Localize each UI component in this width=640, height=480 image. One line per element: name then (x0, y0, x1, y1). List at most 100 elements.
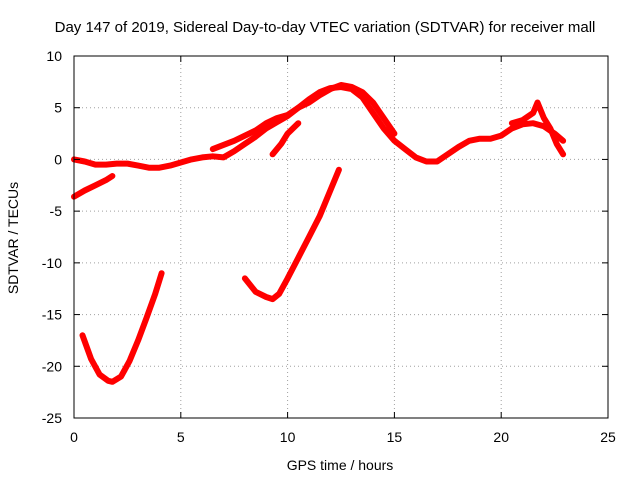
series-secondary-track (209, 82, 398, 153)
y-tick-label: -20 (42, 358, 62, 374)
data-point (210, 153, 216, 159)
data-point (509, 120, 515, 126)
data-point (159, 270, 165, 276)
data-point (370, 110, 376, 116)
data-point (109, 173, 115, 179)
data-point (391, 138, 397, 144)
data-point (124, 161, 130, 167)
y-tick-label: -10 (42, 255, 62, 271)
data-point (509, 125, 515, 131)
data-point (152, 291, 158, 297)
data-point (270, 151, 276, 157)
data-point (118, 374, 124, 380)
data-point (338, 82, 344, 88)
data-point (253, 134, 259, 140)
data-point (103, 162, 109, 168)
data-point (327, 188, 333, 193)
data-point (554, 141, 560, 147)
series-layer (71, 82, 567, 385)
data-point (466, 138, 472, 144)
data-point (285, 131, 291, 137)
data-point (231, 138, 237, 144)
data-point (82, 159, 88, 164)
data-point (189, 156, 194, 162)
y-tick-label: -25 (42, 410, 62, 426)
x-tick-label: 15 (387, 429, 403, 445)
data-point (285, 112, 291, 118)
series-mid-cluster (269, 120, 302, 158)
data-point (381, 125, 387, 131)
data-point (306, 234, 312, 240)
data-point (327, 86, 333, 92)
data-point (199, 154, 205, 160)
y-tick-label: 5 (54, 100, 62, 116)
data-point (530, 120, 536, 126)
data-point (210, 146, 216, 152)
data-point (80, 332, 85, 338)
data-point (242, 275, 248, 281)
x-tick-label: 20 (493, 429, 509, 445)
data-point (263, 120, 269, 126)
data-point (530, 110, 536, 116)
data-point (381, 115, 387, 121)
data-point (167, 163, 173, 169)
data-point (221, 154, 226, 160)
x-axis-label: GPS time / hours (287, 457, 394, 473)
data-point (97, 372, 103, 378)
x-tick-label: 0 (70, 429, 78, 445)
tick-layer: 0 5 10 15 20 25 -25 -20 -15 -10 -5 0 5 10 (42, 48, 616, 445)
data-point (295, 120, 301, 126)
series-dip-left (79, 270, 165, 385)
plot-frame (73, 55, 609, 419)
data-point (547, 125, 553, 131)
y-axis-label: SDTVAR / TECUs (5, 182, 21, 294)
data-point (270, 296, 276, 302)
data-point (92, 162, 98, 168)
series-dip-right (241, 166, 342, 303)
data-point (82, 188, 88, 193)
data-point (498, 133, 504, 139)
data-point (156, 165, 162, 171)
data-point (445, 151, 451, 157)
data-point (488, 136, 493, 142)
data-point (306, 100, 312, 105)
data-point (274, 115, 280, 121)
data-point (278, 141, 284, 147)
data-point (477, 136, 483, 142)
data-point (135, 163, 141, 169)
x-tick-label: 25 (600, 429, 616, 445)
data-point (114, 161, 120, 167)
data-point (242, 141, 248, 147)
x-tick-label: 10 (280, 429, 296, 445)
data-point (370, 100, 376, 105)
data-point (535, 100, 540, 105)
data-point (317, 92, 323, 98)
data-point (402, 146, 408, 152)
data-point (146, 165, 152, 171)
data-point (336, 167, 342, 173)
data-point (253, 128, 259, 133)
data-point (317, 213, 323, 219)
data-point (178, 160, 184, 165)
data-point (105, 378, 111, 384)
data-point (434, 159, 440, 164)
data-point (127, 358, 132, 364)
data-point (88, 356, 94, 362)
data-point (92, 182, 98, 188)
data-point (103, 177, 109, 183)
y-tick-label: -5 (50, 203, 63, 219)
data-point (276, 291, 282, 297)
data-point (295, 255, 301, 261)
data-point (263, 294, 269, 300)
data-point (135, 337, 141, 343)
data-point (285, 275, 291, 281)
data-point (231, 148, 237, 154)
data-point (391, 131, 397, 137)
data-point (520, 117, 526, 123)
data-point (456, 144, 461, 150)
y-tick-label: 10 (46, 48, 62, 64)
data-point (413, 154, 419, 160)
data-point (560, 138, 566, 144)
data-point (253, 289, 259, 295)
